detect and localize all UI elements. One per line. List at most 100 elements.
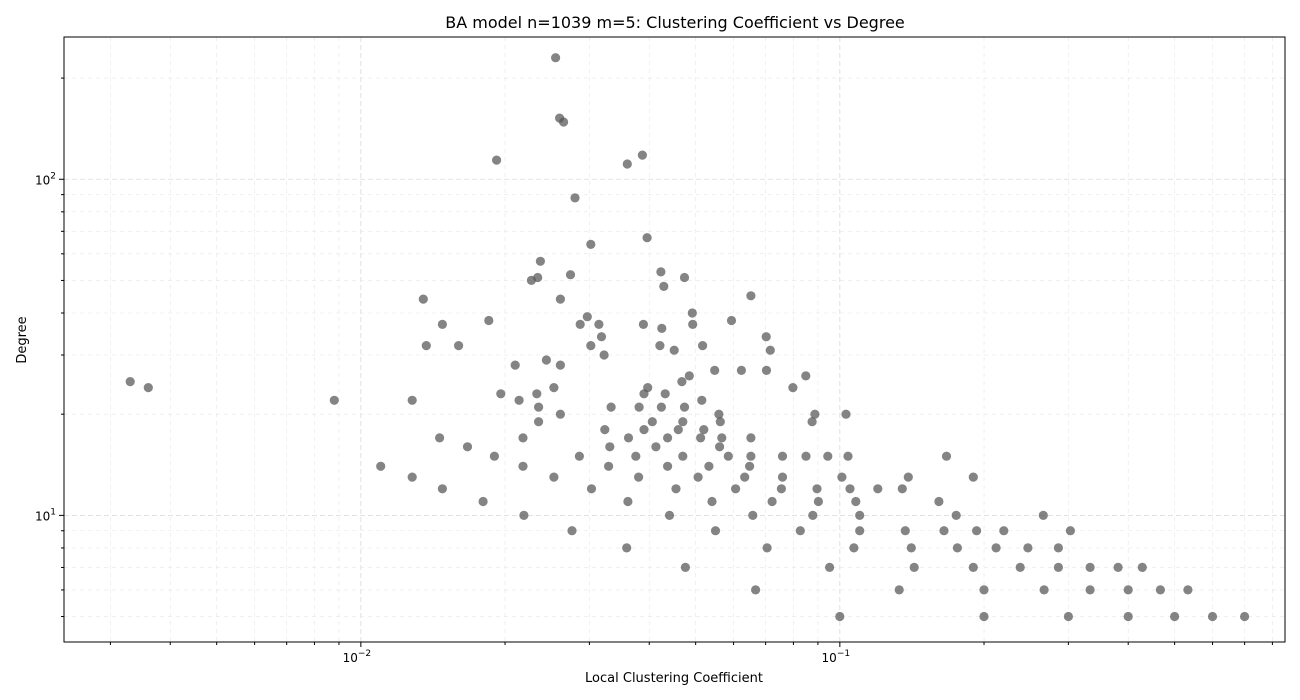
data-point [1123, 585, 1133, 595]
data-point [551, 53, 561, 63]
data-point [655, 341, 665, 351]
data-point [788, 383, 798, 393]
data-point [751, 585, 761, 595]
data-point [1137, 562, 1147, 573]
data-point [638, 319, 649, 329]
data-point [748, 510, 758, 520]
data-point [808, 510, 818, 520]
data-point [678, 417, 688, 427]
data-point [510, 360, 520, 370]
data-point [673, 425, 683, 435]
data-point [726, 315, 737, 326]
data-point [657, 323, 667, 333]
data-point [599, 350, 609, 360]
data-point [555, 360, 566, 370]
data-point [900, 526, 910, 536]
data-point [496, 389, 506, 399]
data-point [407, 472, 417, 482]
data-point [651, 442, 661, 452]
data-points [125, 53, 1250, 622]
axis-ticks: 10−2 10−1 101 102 [35, 77, 1273, 665]
data-point [767, 496, 777, 507]
data-point [586, 239, 596, 249]
data-point [637, 150, 648, 160]
data-point [484, 315, 494, 326]
y-axis-label: Degree [15, 316, 30, 363]
data-point [518, 433, 528, 443]
data-point [1065, 526, 1075, 536]
data-point [777, 472, 788, 482]
y-tick-label: 101 [35, 507, 56, 523]
data-point [761, 332, 771, 342]
data-point [565, 270, 576, 280]
data-point [715, 442, 725, 452]
data-point [534, 417, 544, 427]
x-tick-label: 10−2 [343, 649, 372, 665]
data-point [979, 611, 989, 622]
data-point [559, 117, 569, 127]
data-point [407, 395, 417, 405]
data-point [710, 526, 721, 536]
data-point [1085, 585, 1095, 595]
data-point [968, 562, 978, 573]
data-point [669, 345, 679, 355]
data-point [478, 496, 488, 507]
data-point [329, 395, 339, 405]
data-point [534, 402, 544, 412]
data-point [746, 291, 756, 301]
data-point [1113, 562, 1123, 573]
data-point [518, 461, 528, 471]
data-point [968, 472, 978, 482]
data-point [684, 371, 694, 381]
data-point [903, 472, 913, 482]
data-point [693, 472, 703, 482]
data-point [761, 365, 772, 375]
data-point [849, 543, 859, 553]
data-point [656, 402, 667, 412]
data-point [489, 451, 499, 461]
data-point [663, 461, 673, 471]
data-point [1023, 543, 1033, 553]
data-point [567, 526, 577, 536]
data-point [812, 484, 822, 494]
data-point [941, 451, 952, 461]
data-point [1039, 585, 1049, 595]
data-point [823, 451, 833, 461]
data-point [631, 451, 641, 461]
data-point [1038, 510, 1048, 520]
data-point [777, 451, 788, 461]
data-point [437, 319, 447, 329]
data-point [586, 341, 596, 351]
data-point [514, 395, 524, 405]
data-point [873, 484, 883, 494]
plot-frame [63, 36, 1286, 643]
data-point [582, 312, 592, 322]
data-point [765, 345, 775, 355]
data-point [660, 389, 670, 399]
data-point [575, 319, 585, 329]
data-point [622, 159, 632, 169]
data-point [454, 341, 464, 351]
data-point [909, 562, 919, 573]
data-point [845, 484, 855, 494]
data-point [462, 442, 473, 452]
data-point [526, 275, 537, 285]
y-tick-label: 102 [35, 171, 56, 187]
data-point [952, 543, 963, 553]
data-point [710, 365, 720, 375]
data-point [688, 319, 698, 329]
data-point [421, 341, 431, 351]
data-point [492, 155, 502, 165]
data-point [746, 433, 756, 443]
data-point [437, 484, 447, 494]
data-point [841, 409, 851, 419]
data-point [656, 267, 666, 277]
data-point [623, 433, 634, 443]
data-point [746, 451, 756, 461]
data-point [143, 383, 153, 393]
data-point [1170, 611, 1180, 622]
data-point [623, 496, 633, 507]
data-point [574, 451, 585, 461]
data-point [698, 341, 708, 351]
data-point [535, 256, 546, 266]
